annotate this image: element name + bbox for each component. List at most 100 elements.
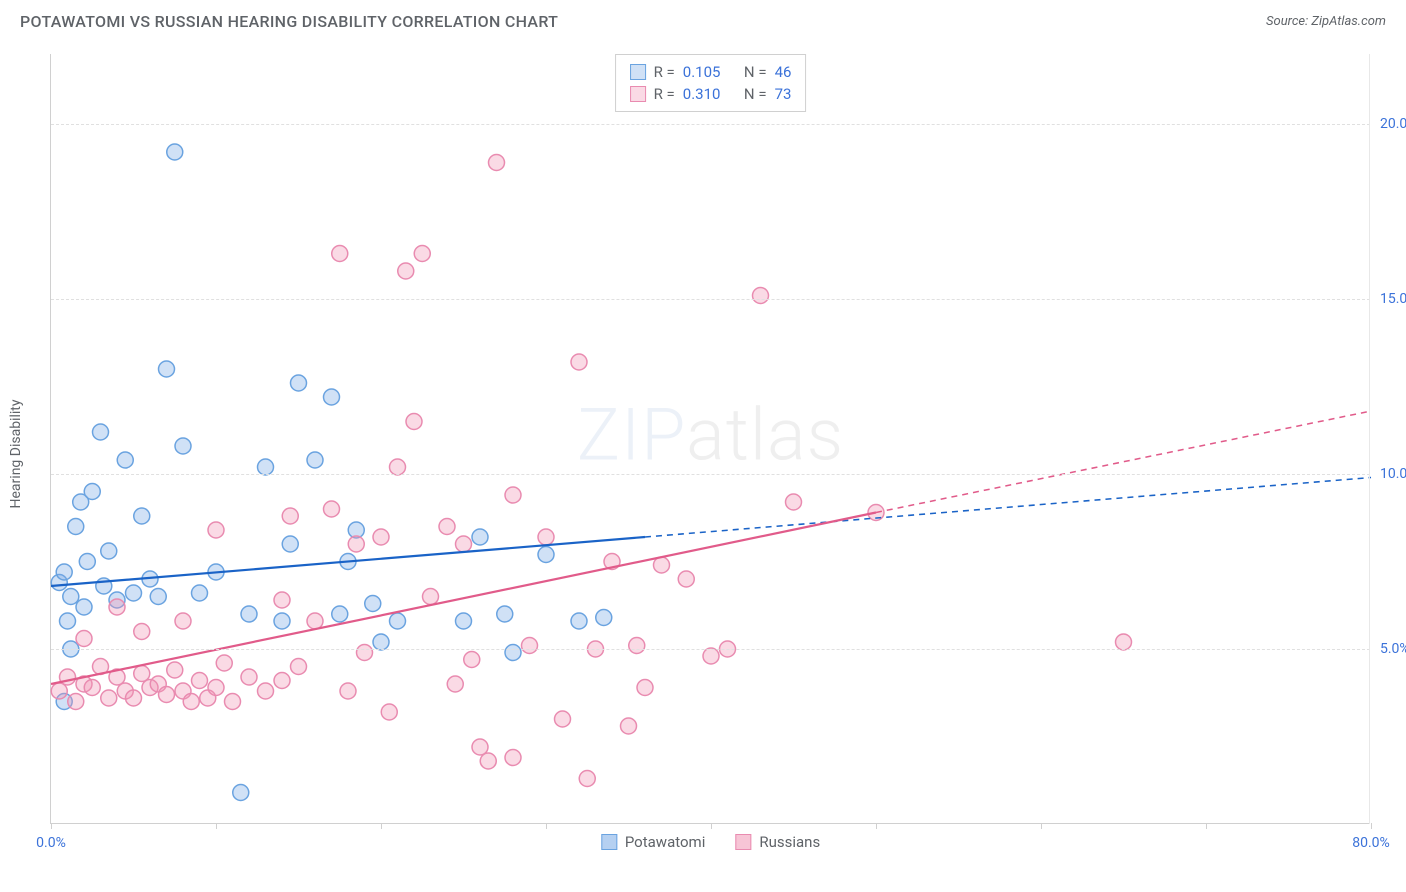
y-tick-label: 20.0%: [1380, 116, 1406, 132]
chart-svg: [51, 54, 1370, 823]
legend-stats: R = 0.105 N = 46 R = 0.310 N = 73: [615, 54, 807, 112]
legend-n-value-1: 73: [775, 85, 792, 103]
x-tick-label: 0.0%: [36, 835, 66, 851]
scatter-point: [79, 554, 95, 570]
scatter-point: [324, 389, 340, 405]
legend-r-value-1: 0.310: [683, 85, 721, 103]
legend-n-label-0: N =: [744, 63, 767, 81]
gridline-h: [51, 474, 1370, 475]
scatter-point: [505, 750, 521, 766]
scatter-point: [398, 263, 414, 279]
y-tick-label: 5.0%: [1380, 641, 1406, 657]
scatter-point: [522, 638, 538, 654]
gridline-h: [51, 124, 1370, 125]
gridline-h: [51, 649, 1370, 650]
scatter-point: [109, 599, 125, 615]
scatter-point: [497, 606, 513, 622]
scatter-point: [60, 613, 76, 629]
legend-swatch-1: [630, 86, 646, 102]
x-tick: [546, 823, 547, 829]
scatter-point: [183, 694, 199, 710]
scatter-point: [571, 354, 587, 370]
chart-title: POTAWATOMI VS RUSSIAN HEARING DISABILITY…: [20, 12, 558, 31]
scatter-point: [472, 529, 488, 545]
scatter-point: [703, 648, 719, 664]
x-tick-label: 80.0%: [1352, 835, 1390, 851]
source-attribution: Source: ZipAtlas.com: [1266, 14, 1386, 29]
scatter-point: [373, 634, 389, 650]
scatter-point: [291, 375, 307, 391]
legend-stats-row-0: R = 0.105 N = 46: [630, 61, 792, 83]
scatter-point: [76, 631, 92, 647]
legend-series-label-1: Russians: [759, 833, 820, 851]
scatter-point: [134, 508, 150, 524]
scatter-point: [406, 414, 422, 430]
scatter-point: [456, 613, 472, 629]
scatter-point: [390, 613, 406, 629]
scatter-point: [258, 683, 274, 699]
scatter-point: [167, 662, 183, 678]
scatter-point: [480, 753, 496, 769]
scatter-point: [571, 613, 587, 629]
scatter-point: [159, 361, 175, 377]
x-tick: [216, 823, 217, 829]
legend-series-swatch-1: [735, 834, 751, 850]
x-tick: [1206, 823, 1207, 829]
scatter-point: [150, 589, 166, 605]
scatter-point: [175, 613, 191, 629]
legend-n-label-1: N =: [744, 85, 767, 103]
scatter-point: [538, 529, 554, 545]
scatter-point: [175, 438, 191, 454]
regression-line-dashed: [876, 411, 1371, 513]
scatter-point: [1116, 634, 1132, 650]
scatter-point: [84, 484, 100, 500]
scatter-point: [56, 564, 72, 580]
scatter-point: [192, 585, 208, 601]
scatter-point: [93, 424, 109, 440]
scatter-point: [786, 494, 802, 510]
legend-series-swatch-0: [601, 834, 617, 850]
scatter-point: [332, 246, 348, 262]
scatter-point: [84, 680, 100, 696]
scatter-point: [68, 519, 84, 535]
scatter-point: [208, 680, 224, 696]
scatter-point: [159, 687, 175, 703]
scatter-point: [216, 655, 232, 671]
scatter-point: [225, 694, 241, 710]
scatter-point: [274, 613, 290, 629]
legend-r-value-0: 0.105: [683, 63, 721, 81]
legend-series-label-0: Potawatomi: [625, 833, 706, 851]
scatter-point: [233, 785, 249, 801]
legend-swatch-0: [630, 64, 646, 80]
scatter-point: [63, 589, 79, 605]
scatter-point: [373, 529, 389, 545]
scatter-point: [365, 596, 381, 612]
header: POTAWATOMI VS RUSSIAN HEARING DISABILITY…: [0, 0, 1406, 39]
scatter-point: [439, 519, 455, 535]
legend-r-label-0: R =: [654, 63, 675, 81]
scatter-point: [101, 543, 117, 559]
scatter-point: [654, 557, 670, 573]
x-tick: [711, 823, 712, 829]
scatter-point: [167, 144, 183, 160]
scatter-point: [274, 673, 290, 689]
scatter-point: [241, 606, 257, 622]
x-tick: [381, 823, 382, 829]
legend-series-item-1: Russians: [735, 833, 820, 851]
scatter-point: [357, 645, 373, 661]
scatter-point: [381, 704, 397, 720]
scatter-point: [101, 690, 117, 706]
scatter-point: [291, 659, 307, 675]
scatter-point: [282, 508, 298, 524]
scatter-point: [637, 680, 653, 696]
scatter-point: [505, 645, 521, 661]
scatter-point: [472, 739, 488, 755]
scatter-point: [134, 624, 150, 640]
legend-n-value-0: 46: [775, 63, 792, 81]
scatter-point: [678, 571, 694, 587]
scatter-point: [489, 155, 505, 171]
scatter-point: [51, 683, 67, 699]
scatter-point: [621, 718, 637, 734]
scatter-point: [274, 592, 290, 608]
x-tick: [1371, 823, 1372, 829]
